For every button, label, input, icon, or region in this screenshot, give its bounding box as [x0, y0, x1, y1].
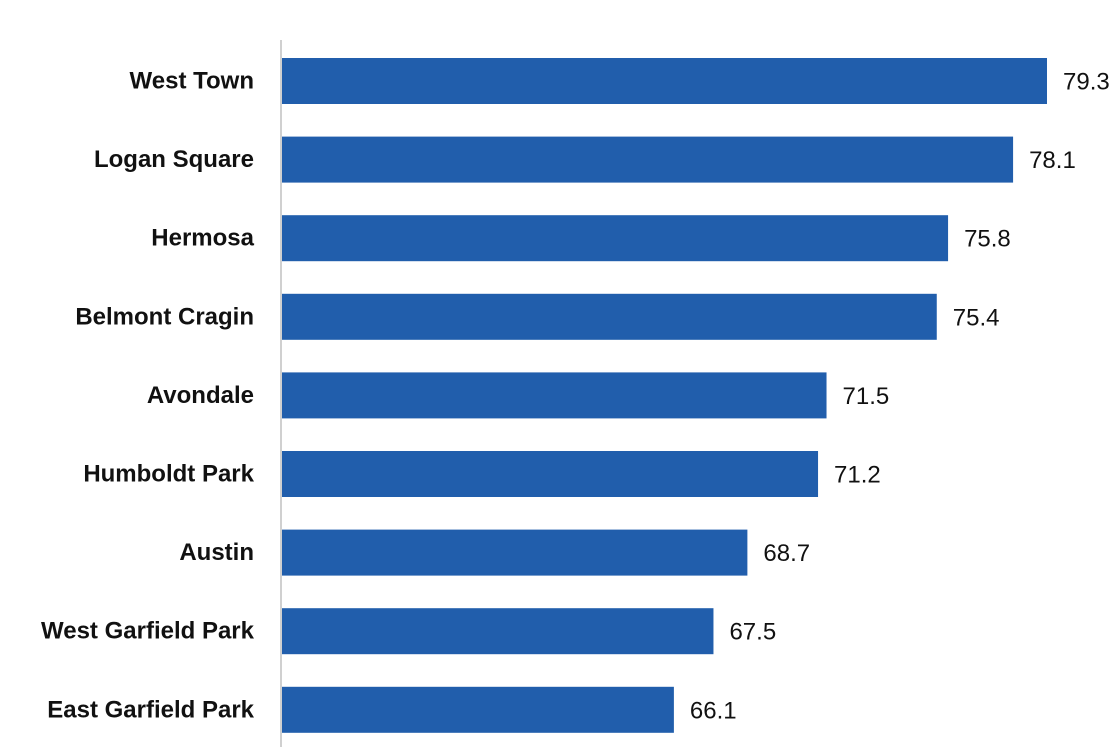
bar-belmont-cragin: [282, 294, 937, 340]
category-label-logan-square: Logan Square: [94, 146, 254, 173]
bars: [282, 58, 1047, 733]
bar-austin: [282, 530, 747, 576]
bar-logan-square: [282, 137, 1013, 183]
data-label-avondale: 71.5: [843, 383, 890, 410]
category-label-austin: Austin: [179, 539, 254, 566]
data-label-austin: 68.7: [763, 540, 810, 567]
data-label-belmont-cragin: 75.4: [953, 304, 1000, 331]
category-label-west-town: West Town: [130, 68, 254, 95]
bar-east-garfield-park: [282, 687, 674, 733]
bar-avondale: [282, 372, 827, 418]
data-label-logan-square: 78.1: [1029, 147, 1076, 174]
category-label-east-garfield-park: East Garfield Park: [47, 696, 254, 723]
bar-humboldt-park: [282, 451, 818, 497]
category-label-west-garfield-park: West Garfield Park: [41, 618, 255, 645]
data-label-hermosa: 75.8: [964, 226, 1011, 253]
category-label-belmont-cragin: Belmont Cragin: [75, 303, 254, 330]
data-label-west-garfield-park: 67.5: [729, 619, 776, 646]
bar-west-garfield-park: [282, 608, 713, 654]
bar-hermosa: [282, 215, 948, 261]
category-label-hermosa: Hermosa: [151, 225, 254, 252]
data-label-east-garfield-park: 66.1: [690, 697, 737, 724]
category-label-avondale: Avondale: [147, 382, 254, 409]
bar-west-town: [282, 58, 1047, 104]
data-label-west-town: 79.3: [1063, 69, 1110, 96]
category-label-humboldt-park: Humboldt Park: [83, 461, 254, 488]
data-label-humboldt-park: 71.2: [834, 462, 881, 489]
category-labels: West Town Logan Square Hermosa Belmont Crag…: [41, 68, 255, 724]
